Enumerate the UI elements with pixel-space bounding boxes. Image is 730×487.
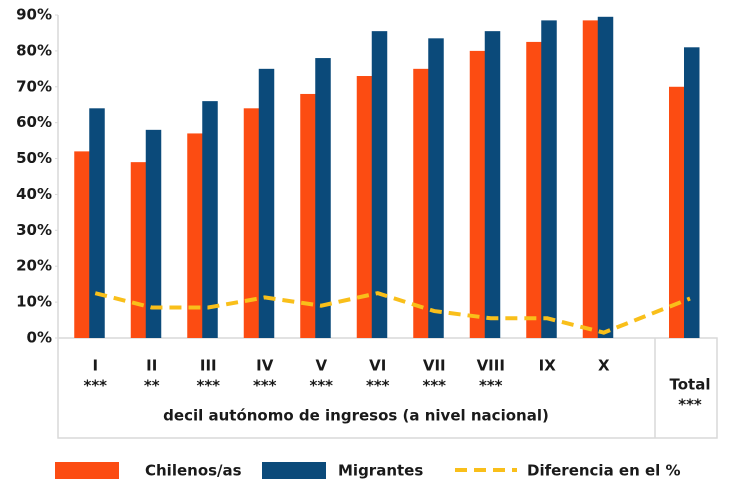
significance-label: *** <box>83 377 107 395</box>
x-tick-label: I <box>92 357 98 375</box>
bar <box>202 101 218 338</box>
significance-label: *** <box>196 377 220 395</box>
y-tick-label: 20% <box>16 257 52 275</box>
bar <box>356 76 373 338</box>
y-tick-label: 90% <box>16 6 52 24</box>
bar <box>428 38 444 338</box>
bar <box>582 20 599 339</box>
legend-swatch <box>262 462 326 479</box>
y-tick-label: 0% <box>27 329 52 347</box>
x-tick-label: II <box>146 357 157 375</box>
x-tick-label: VI <box>369 357 386 375</box>
significance-label: ** <box>144 377 160 395</box>
bar <box>541 20 557 339</box>
bar <box>526 41 542 339</box>
legend-swatch <box>55 462 119 479</box>
bar <box>469 50 486 339</box>
legend-label: Migrantes <box>338 462 423 480</box>
bar <box>484 31 501 339</box>
bar <box>258 68 275 338</box>
bar <box>315 58 331 339</box>
x-tick-label: VIII <box>477 357 505 375</box>
bar <box>130 162 147 338</box>
category-table <box>57 337 718 439</box>
significance-label: *** <box>253 377 277 395</box>
x-tick-label: III <box>200 357 217 375</box>
y-tick-label: 70% <box>16 77 52 95</box>
legend-label: Chilenos/as <box>145 462 242 480</box>
y-tick-label: 60% <box>16 113 52 131</box>
bar <box>597 16 614 339</box>
x-tick-label: V <box>315 357 327 375</box>
bar <box>684 47 700 339</box>
bar <box>89 108 105 338</box>
difference-line <box>94 291 691 335</box>
legend-label: Diferencia en el % <box>527 462 681 480</box>
bar <box>243 108 260 338</box>
bar <box>74 151 90 338</box>
bar <box>669 86 685 339</box>
y-tick-label: 80% <box>16 41 52 59</box>
significance-label: *** <box>309 377 333 395</box>
bar <box>300 93 316 338</box>
y-tick-label: 10% <box>16 293 52 311</box>
y-tick-label: 40% <box>16 185 52 203</box>
x-tick-label: VII <box>423 357 446 375</box>
x-axis-label: decil autónomo de ingresos (a nivel naci… <box>163 407 549 425</box>
significance-label: *** <box>422 377 446 395</box>
x-tick-label: IV <box>256 357 274 375</box>
x-tick-label: IX <box>539 357 557 375</box>
x-tick-label: Total <box>670 376 711 394</box>
significance-label: *** <box>479 377 503 395</box>
significance-label: *** <box>366 377 390 395</box>
y-tick-label: 30% <box>16 221 52 239</box>
bar <box>187 133 203 338</box>
y-tick-label: 50% <box>16 149 52 167</box>
x-tick-label: X <box>598 357 610 375</box>
bar <box>371 31 388 339</box>
bar <box>413 68 429 338</box>
significance-label: *** <box>678 396 702 414</box>
bar <box>145 129 162 338</box>
